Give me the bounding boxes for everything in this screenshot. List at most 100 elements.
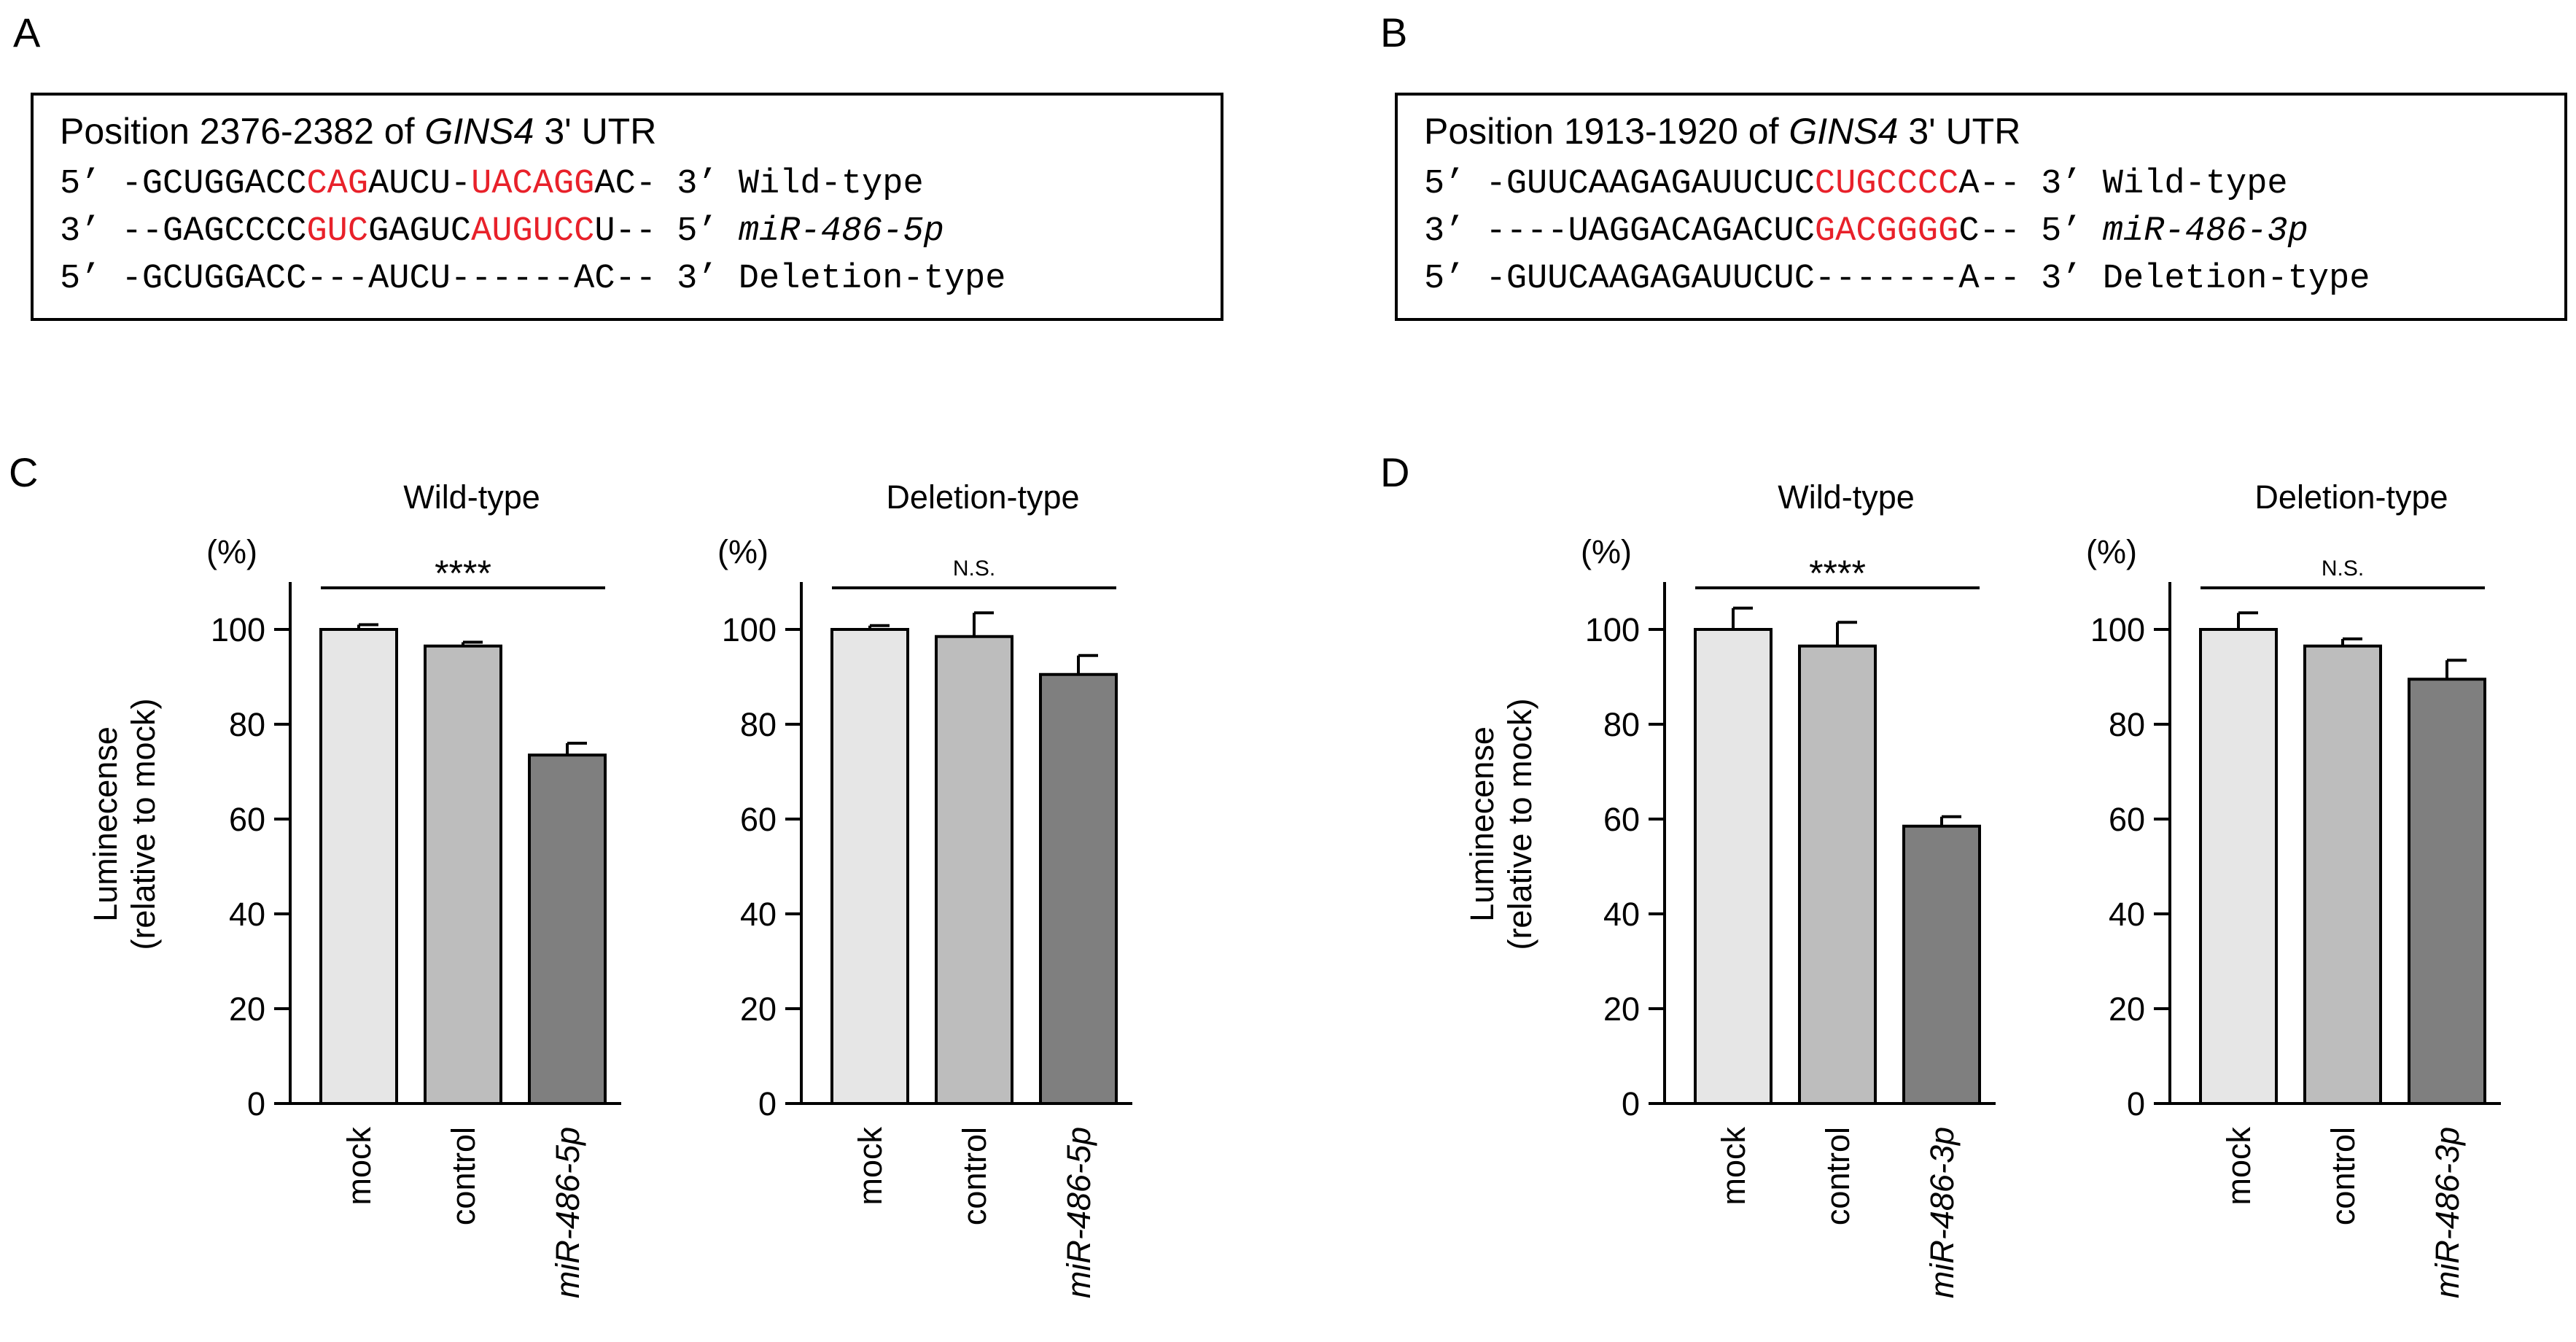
y-tick-label: 60 [740,801,777,838]
sequence-row-b-2: 5’ -GUUCAAGAGAUUCUC-------A-- 3’ Deletio… [1424,260,2370,298]
x-tick-label: mock [341,1127,378,1206]
sequence-label: miR-486-5p [738,212,944,251]
x-tick-label: mock [2220,1127,2257,1206]
sequence-row-b-1: 3’ ----UAGGACAGACUCGACGGGGC-- 5’ miR-486… [1424,212,2308,251]
sequence-segment: -GCUGGACC [101,165,307,203]
title-gene: GINS4 [424,111,534,152]
title-gene: GINS4 [1789,111,1899,152]
chart-D1: Wild-type (%) Luminecense(relative to mock… [1463,478,1996,1298]
title-suffix: 3' UTR [1898,111,2021,152]
sequence-segment: --GAGCCCC [101,212,307,251]
y-tick-label: 80 [1603,706,1640,743]
sequence-segment: ----UAGGACAGACUC [1465,212,1815,251]
y-tick-label: 0 [758,1085,777,1122]
y-tick-label: 60 [1603,801,1640,838]
sequence-segment: -GUUCAAGAGAUUCUC [1465,165,1815,203]
x-tick-label: miR-486-3p [2429,1127,2466,1298]
strand-end-3: 5’ [2020,212,2103,251]
y-tick-label: 100 [1585,611,1640,648]
sequence-segment: -GUUCAAGAGAUUCUC-------A-- [1465,260,2020,298]
title-prefix: Position 2376-2382 of [60,111,425,152]
sequence-box-a: Position 2376-2382 of GINS4 3' UTR 5’ -G… [31,93,1223,321]
sequence-label: Deletion-type [738,260,1006,298]
bar-control [935,635,1013,1105]
significance-label: N.S. [953,556,995,581]
sequence-row-a-0: 5’ -GCUGGACCCAGAUCU-UACAGGAC- 3’ Wild-ty… [60,165,924,203]
x-tick-label: mock [1715,1127,1752,1206]
significance-label: **** [435,553,491,594]
bar-mock [1694,628,1773,1105]
bar-control [424,644,502,1105]
strand-end-3: 3’ [2020,165,2103,203]
strand-end-3: 3’ [655,165,739,203]
y-unit-label: (%) [206,533,257,570]
y-tick-label: 60 [229,801,265,838]
bar-control [1798,644,1877,1105]
sequence-label: Wild-type [2102,165,2288,203]
bar-mir-486-3p [2408,678,2486,1105]
sequence-box-b: Position 1913-1920 of GINS4 3' UTR 5’ -G… [1395,93,2567,321]
significance-label: **** [1809,553,1866,594]
sequence-segment: AC- [594,165,656,203]
chart-D2: Deletion-type (%) 0 20 40 60 80 100 mock control m… [2086,478,2501,1298]
sequence-row-a-2: 5’ -GCUGGACC---AUCU------AC-- 3’ Deletio… [60,260,1005,298]
seed-match-segment: AUGUCC [471,212,595,251]
chart-C2: Deletion-type (%) 0 20 40 60 80 100 mock control m… [717,478,1132,1298]
x-tick-label: miR-486-5p [1060,1127,1097,1298]
y-tick-label: 40 [1603,896,1640,933]
sequence-label: Wild-type [738,165,924,203]
y-axis-title-line-2: (relative to mock) [125,698,162,950]
y-tick-label: 40 [740,896,777,933]
seed-match-segment: GACGGGG [1814,212,1959,251]
sequence-label: miR-486-3p [2102,212,2308,251]
panel-letter-d: D [1380,449,1410,495]
x-tick-label: control [2324,1127,2362,1225]
x-tick-label: control [445,1127,482,1225]
y-tick-label: 100 [211,611,265,648]
y-unit-label: (%) [1581,533,1632,570]
strand-end-5: 5’ [1424,260,1466,298]
y-tick-label: 20 [1603,990,1640,1028]
chart-title: Wild-type [1778,478,1915,516]
chart-title: Wild-type [403,478,540,516]
strand-end-3: 3’ [2020,260,2103,298]
bar-control [2303,644,2382,1105]
y-tick-label: 0 [247,1085,265,1122]
chart-title: Deletion-type [886,478,1079,516]
y-axis-title: Luminecense(relative to mock) [87,698,162,950]
y-tick-label: 60 [2109,801,2145,838]
strand-end-3: 5’ [655,212,739,251]
panel-letter-a: A [13,9,41,55]
sequence-title-a: Position 2376-2382 of GINS4 3' UTR [60,110,656,152]
sequence-title-b: Position 1913-1920 of GINS4 3' UTR [1424,110,2020,152]
seed-match-segment: CUGCCCC [1814,165,1959,203]
panel-letter-c: C [9,449,39,495]
y-tick-label: 0 [2127,1085,2145,1122]
y-tick-label: 20 [2109,990,2145,1028]
sequence-row-b-0: 5’ -GUUCAAGAGAUUCUCCUGCCCCA-- 3’ Wild-ty… [1424,165,2288,203]
seed-match-segment: CAG [306,165,369,203]
x-tick-label: miR-486-3p [1923,1127,1961,1298]
bar-mock [319,628,398,1105]
strand-end-5: 5’ [1424,165,1466,203]
strand-end-5: 3’ [60,212,101,251]
title-suffix: 3' UTR [534,111,657,152]
sequence-segment: GAGUC [368,212,472,251]
y-unit-label: (%) [2086,533,2137,570]
x-tick-label: miR-486-5p [549,1127,586,1298]
sequence-label: Deletion-type [2102,260,2370,298]
sequence-segment: C-- [1958,212,2020,251]
y-axis-title-line-1: Luminecense [1463,726,1501,922]
x-tick-label: mock [852,1127,889,1206]
seed-match-segment: UACAGG [471,165,595,203]
y-unit-label: (%) [717,533,768,570]
strand-end-5: 3’ [1424,212,1466,251]
strand-end-5: 5’ [60,165,101,203]
panel-letter-b: B [1380,9,1408,55]
sequence-segment: -GCUGGACC---AUCU------AC-- [101,260,656,298]
y-tick-label: 0 [1622,1085,1640,1122]
bar-mir-486-3p [1902,824,1981,1105]
y-tick-label: 40 [2109,896,2145,933]
strand-end-3: 3’ [655,260,739,298]
